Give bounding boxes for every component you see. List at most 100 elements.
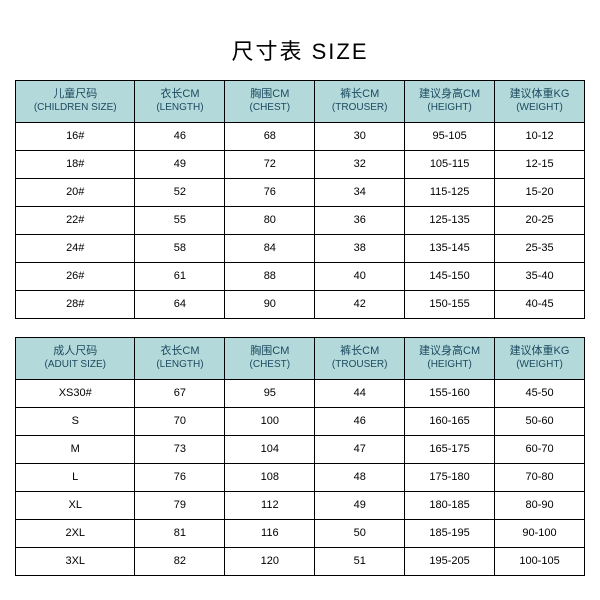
cell: M	[16, 436, 135, 464]
cell: 100	[225, 408, 315, 436]
cell: 24#	[16, 235, 135, 263]
cell: 70-80	[495, 464, 585, 492]
cell: 16#	[16, 123, 135, 151]
cell: 12-15	[495, 151, 585, 179]
cell: 28#	[16, 291, 135, 319]
cell: 10-12	[495, 123, 585, 151]
table-row: S7010046160-16550-60	[16, 408, 585, 436]
col-header: 建议身高CM(HEIGHT)	[405, 81, 495, 123]
col-header: 建议体重KG(WEIGHT)	[495, 81, 585, 123]
cell: 180-185	[405, 492, 495, 520]
table-row: 24#588438135-14525-35	[16, 235, 585, 263]
cell: 38	[315, 235, 405, 263]
cell: 20#	[16, 179, 135, 207]
col-header: 胸围CM(CHEST)	[225, 81, 315, 123]
cell: 90	[225, 291, 315, 319]
cell: L	[16, 464, 135, 492]
cell: 104	[225, 436, 315, 464]
cell: 82	[135, 548, 225, 576]
cell: 70	[135, 408, 225, 436]
cell: 80-90	[495, 492, 585, 520]
table-row: 2XL8111650185-19590-100	[16, 520, 585, 548]
cell: 80	[225, 207, 315, 235]
cell: 46	[135, 123, 225, 151]
cell: 95	[225, 380, 315, 408]
col-header: 胸围CM(CHEST)	[225, 338, 315, 380]
cell: 100-105	[495, 548, 585, 576]
cell: 44	[315, 380, 405, 408]
cell: 58	[135, 235, 225, 263]
cell: 50-60	[495, 408, 585, 436]
table-row: 26#618840145-15035-40	[16, 263, 585, 291]
cell: XS30#	[16, 380, 135, 408]
cell: 135-145	[405, 235, 495, 263]
cell: 50	[315, 520, 405, 548]
cell: 185-195	[405, 520, 495, 548]
cell: 34	[315, 179, 405, 207]
cell: XL	[16, 492, 135, 520]
cell: 51	[315, 548, 405, 576]
cell: 45-50	[495, 380, 585, 408]
cell: 90-100	[495, 520, 585, 548]
cell: 105-115	[405, 151, 495, 179]
col-header: 成人尺码(ADUIT SIZE)	[16, 338, 135, 380]
children-size-table: 儿童尺码(CHILDREN SIZE) 衣长CM(LENGTH) 胸围CM(CH…	[15, 80, 585, 319]
cell: 2XL	[16, 520, 135, 548]
table-row: 28#649042150-15540-45	[16, 291, 585, 319]
col-header: 儿童尺码(CHILDREN SIZE)	[16, 81, 135, 123]
cell: 61	[135, 263, 225, 291]
cell: 155-160	[405, 380, 495, 408]
cell: 26#	[16, 263, 135, 291]
cell: 108	[225, 464, 315, 492]
cell: 88	[225, 263, 315, 291]
col-header: 裤长CM(TROUSER)	[315, 81, 405, 123]
cell: 42	[315, 291, 405, 319]
cell: 55	[135, 207, 225, 235]
cell: S	[16, 408, 135, 436]
cell: 115-125	[405, 179, 495, 207]
cell: 30	[315, 123, 405, 151]
cell: 22#	[16, 207, 135, 235]
cell: 81	[135, 520, 225, 548]
table-row: 20#527634115-12515-20	[16, 179, 585, 207]
cell: 165-175	[405, 436, 495, 464]
cell: 49	[315, 492, 405, 520]
cell: 116	[225, 520, 315, 548]
cell: 125-135	[405, 207, 495, 235]
col-header: 衣长CM(LENGTH)	[135, 81, 225, 123]
cell: 112	[225, 492, 315, 520]
table-row: XS30#679544155-16045-50	[16, 380, 585, 408]
table-row: L7610848175-18070-80	[16, 464, 585, 492]
cell: 60-70	[495, 436, 585, 464]
cell: 64	[135, 291, 225, 319]
table-row: 22#558036125-13520-25	[16, 207, 585, 235]
cell: 79	[135, 492, 225, 520]
cell: 76	[225, 179, 315, 207]
cell: 145-150	[405, 263, 495, 291]
cell: 18#	[16, 151, 135, 179]
cell: 150-155	[405, 291, 495, 319]
cell: 52	[135, 179, 225, 207]
cell: 68	[225, 123, 315, 151]
cell: 46	[315, 408, 405, 436]
cell: 84	[225, 235, 315, 263]
cell: 15-20	[495, 179, 585, 207]
table-row: M7310447165-17560-70	[16, 436, 585, 464]
cell: 49	[135, 151, 225, 179]
cell: 20-25	[495, 207, 585, 235]
col-header: 建议身高CM(HEIGHT)	[405, 338, 495, 380]
cell: 76	[135, 464, 225, 492]
cell: 160-165	[405, 408, 495, 436]
cell: 67	[135, 380, 225, 408]
cell: 40	[315, 263, 405, 291]
table-row: 3XL8212051195-205100-105	[16, 548, 585, 576]
cell: 120	[225, 548, 315, 576]
table-row: XL7911249180-18580-90	[16, 492, 585, 520]
adult-size-table: 成人尺码(ADUIT SIZE) 衣长CM(LENGTH) 胸围CM(CHEST…	[15, 337, 585, 576]
table-row: 18#497232105-11512-15	[16, 151, 585, 179]
table-row: 16#46683095-10510-12	[16, 123, 585, 151]
cell: 73	[135, 436, 225, 464]
col-header: 建议体重KG(WEIGHT)	[495, 338, 585, 380]
cell: 47	[315, 436, 405, 464]
cell: 48	[315, 464, 405, 492]
